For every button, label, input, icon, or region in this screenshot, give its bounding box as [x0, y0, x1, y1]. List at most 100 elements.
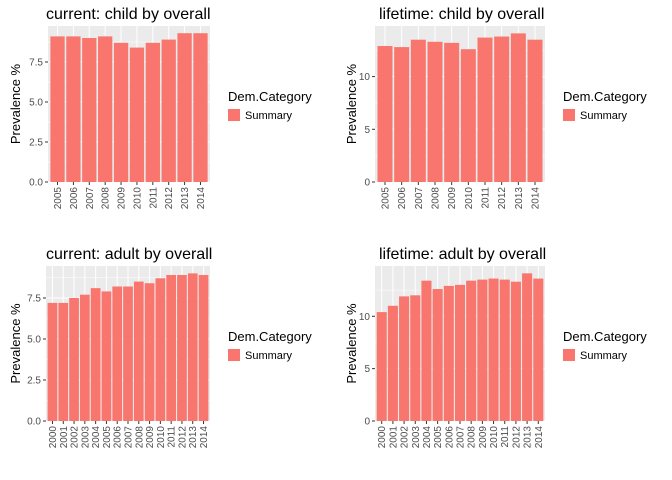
legend-label: Summary — [580, 350, 628, 362]
x-tick-label: 2005 — [53, 187, 64, 210]
x-tick-label: 2005 — [102, 426, 113, 449]
bar-2011 — [145, 42, 160, 182]
x-tick-label: 2008 — [134, 426, 145, 449]
bar-2006 — [66, 36, 81, 183]
x-tick-label: 2010 — [156, 426, 167, 449]
bar-2009 — [477, 279, 488, 421]
legend-key — [563, 349, 575, 361]
bar-2010 — [155, 278, 166, 421]
x-tick-label: 2001 — [388, 426, 399, 449]
panel-title: lifetime: adult by overall — [379, 246, 546, 263]
bar-2008 — [133, 281, 144, 421]
chart-panel-2: 0 5 10 2005 2006 2007 2008 2009 2010 2011 2012 2013… — [344, 6, 647, 209]
y-tick-label: 5 — [364, 125, 370, 136]
y-tick-label: 10 — [359, 72, 371, 83]
chart-panel-3: 0.0 2.5 5.0 7.5 2000 2001 2002 2003 2004 2005 2006… — [8, 246, 312, 448]
bar-2008 — [98, 36, 113, 183]
x-tick-label: 2001 — [59, 426, 70, 449]
x-tick-label: 2013 — [523, 426, 534, 449]
legend-label: Summary — [580, 110, 628, 122]
bar-2013 — [510, 33, 526, 182]
bar-2013 — [177, 33, 192, 183]
bar-2012 — [494, 36, 510, 182]
x-tick-label: 2014 — [196, 187, 207, 210]
x-tick-label: 2002 — [400, 426, 411, 449]
x-tick-label: 2004 — [422, 426, 433, 449]
bar-2007 — [454, 284, 466, 421]
bar-2014 — [527, 39, 543, 183]
bar-2009 — [113, 42, 129, 182]
x-tick-label: 2000 — [377, 426, 388, 449]
x-tick-label: 2010 — [464, 187, 475, 210]
x-tick-label: 2014 — [199, 426, 210, 449]
x-tick-label: 2008 — [101, 187, 112, 210]
bar-2001 — [387, 305, 398, 421]
x-tick-label: 2003 — [411, 426, 422, 449]
bar-2003 — [79, 294, 90, 421]
x-tick-label: 2008 — [467, 426, 478, 449]
bar-2000 — [376, 312, 387, 421]
bar-2006 — [394, 47, 410, 182]
legend-key — [563, 109, 575, 121]
y-tick-label: 0.0 — [27, 417, 41, 428]
bar-2005 — [432, 289, 443, 421]
bar-2007 — [123, 286, 133, 421]
y-tick-label: 7.5 — [27, 293, 41, 304]
bar-2010 — [488, 278, 499, 421]
legend: Dem.Category Summary — [228, 329, 312, 362]
legend-title: Dem.Category — [563, 89, 647, 104]
bar-2008 — [427, 41, 443, 183]
legend-title: Dem.Category — [228, 89, 312, 104]
bar-2008 — [466, 280, 477, 421]
y-tick-label: 2.5 — [29, 138, 43, 149]
x-tick-label: 2009 — [478, 426, 489, 449]
x-tick-label: 2011 — [500, 426, 511, 448]
bar-2012 — [177, 275, 187, 421]
x-tick-label: 2007 — [456, 426, 467, 449]
x-tick-label: 2002 — [70, 426, 81, 449]
bar-2004 — [90, 288, 101, 421]
bar-2000 — [47, 302, 58, 421]
chart-panel-4: 0 5 10 2000 2001 2002 2003 2004 2005 2006 2007 2008… — [344, 246, 647, 448]
y-axis-title: Prevalence % — [344, 63, 359, 144]
bar-2007 — [410, 39, 426, 183]
x-tick-label: 2005 — [433, 426, 444, 449]
x-tick-label: 2003 — [80, 426, 91, 449]
x-tick-label: 2006 — [113, 426, 124, 449]
y-tick-label: 5.0 — [29, 98, 43, 109]
x-tick-label: 2012 — [177, 426, 188, 449]
legend-key — [228, 349, 240, 361]
x-tick-label: 2011 — [481, 187, 492, 209]
legend-key — [228, 109, 240, 121]
y-tick-label: 5 — [364, 364, 370, 375]
x-tick-label: 2007 — [85, 187, 96, 210]
bar-2011 — [477, 37, 493, 183]
bar-2006 — [112, 286, 123, 421]
x-tick-label: 2009 — [447, 187, 458, 210]
x-tick-label: 2004 — [91, 426, 102, 449]
panel-title: current: adult by overall — [46, 246, 212, 263]
x-tick-label: 2009 — [145, 426, 156, 449]
x-tick-label: 2014 — [531, 187, 542, 210]
x-tick-label: 2009 — [117, 187, 128, 210]
x-tick-label: 2012 — [511, 426, 522, 449]
bar-2001 — [58, 302, 69, 421]
panel-title: lifetime: child by overall — [379, 6, 544, 23]
panel-title: current: child by overall — [46, 6, 211, 23]
x-tick-label: 2014 — [534, 426, 545, 449]
bar-2014 — [193, 33, 208, 183]
bar-2011 — [166, 275, 177, 421]
x-tick-label: 2007 — [414, 187, 425, 210]
x-tick-label: 2012 — [497, 187, 508, 210]
legend-label: Summary — [245, 350, 293, 362]
legend: Dem.Category Summary — [228, 89, 312, 122]
legend-title: Dem.Category — [563, 329, 647, 344]
bar-2013 — [187, 273, 198, 421]
x-tick-label: 2011 — [167, 426, 178, 448]
y-tick-label: 5.0 — [27, 334, 41, 345]
bar-2011 — [499, 279, 510, 421]
x-tick-label: 2008 — [431, 187, 442, 210]
legend: Dem.Category Summary — [563, 89, 647, 122]
bar-2005 — [50, 36, 65, 183]
